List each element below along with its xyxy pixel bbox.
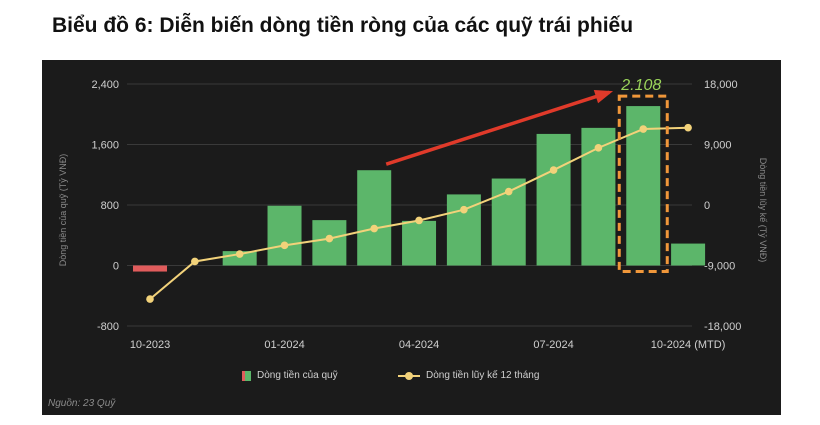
y2-tick-label: -9,000	[704, 261, 735, 273]
line-point	[235, 250, 244, 258]
x-tick-label: 10-2023	[130, 339, 170, 351]
bar	[671, 243, 706, 266]
bar	[133, 265, 167, 272]
y2-tick-label: 9,000	[704, 140, 732, 152]
legend-item-bar: Dòng tiền của quỹ	[242, 370, 338, 381]
y-tick-label: 0	[113, 261, 119, 273]
line-point	[370, 224, 379, 233]
trend-arrow-head-icon	[593, 89, 614, 104]
y-axis-title: Dòng tiền của quỹ (Tỷ VNĐ)	[58, 154, 68, 267]
bar	[402, 220, 437, 266]
line-point	[594, 144, 603, 152]
legend-line-swatch-icon	[398, 371, 420, 381]
line-point	[146, 295, 154, 303]
chart-legend: Dòng tiền của quỹ Dòng tiền lũy kế 12 th…	[0, 370, 820, 388]
y-tick-label: 2,400	[91, 79, 119, 91]
legend-line-label: Dòng tiền lũy kế 12 tháng	[426, 370, 540, 381]
legend-item-line: Dòng tiền lũy kế 12 tháng	[398, 370, 539, 381]
bar	[536, 133, 571, 266]
bar	[267, 205, 302, 266]
y2-tick-label: 18,000	[704, 79, 738, 91]
source-note: Nguồn: 23 Quỹ	[48, 398, 116, 409]
line-point	[460, 205, 468, 214]
y2-tick-label: -18,000	[704, 321, 741, 333]
line-point	[684, 123, 692, 132]
trend-arrow	[385, 90, 610, 166]
bar	[357, 170, 392, 266]
legend-bar-label: Dòng tiền của quỹ	[257, 370, 338, 381]
bar	[312, 220, 347, 266]
chart-panel: 2,400 1,600 800 0 -800 18,000 9,000 0 -9,000 -18,…	[42, 60, 781, 415]
y2-axis-title: Dòng tiền lũy kế (Tỷ VNĐ)	[758, 158, 768, 263]
line-point	[191, 257, 199, 266]
y2-tick-label: 0	[704, 200, 710, 212]
line-point	[415, 216, 423, 225]
line-point	[549, 166, 558, 174]
line-point	[639, 125, 648, 133]
line-point	[280, 241, 289, 250]
highlight-label: 2.108	[620, 77, 661, 94]
x-tick-label: 04-2024	[399, 339, 439, 351]
y-tick-label: -800	[97, 321, 119, 333]
chart-title: Biểu đồ 6: Diễn biến dòng tiền ròng của …	[52, 14, 634, 37]
y-tick-label: 1,600	[91, 140, 119, 152]
legend-bar-swatch-icon	[242, 370, 251, 381]
chart-plot: 2,400 1,600 800 0 -800 18,000 9,000 0 -9,000 -18,…	[58, 77, 768, 351]
x-tick-label: 07-2024	[533, 339, 573, 351]
x-tick-label: 10-2024 (MTD)	[651, 339, 726, 351]
y-tick-label: 800	[101, 200, 119, 212]
x-tick-label: 01-2024	[264, 339, 304, 351]
line-point	[325, 234, 334, 243]
highlight-box	[617, 94, 669, 273]
line-point	[504, 187, 513, 196]
